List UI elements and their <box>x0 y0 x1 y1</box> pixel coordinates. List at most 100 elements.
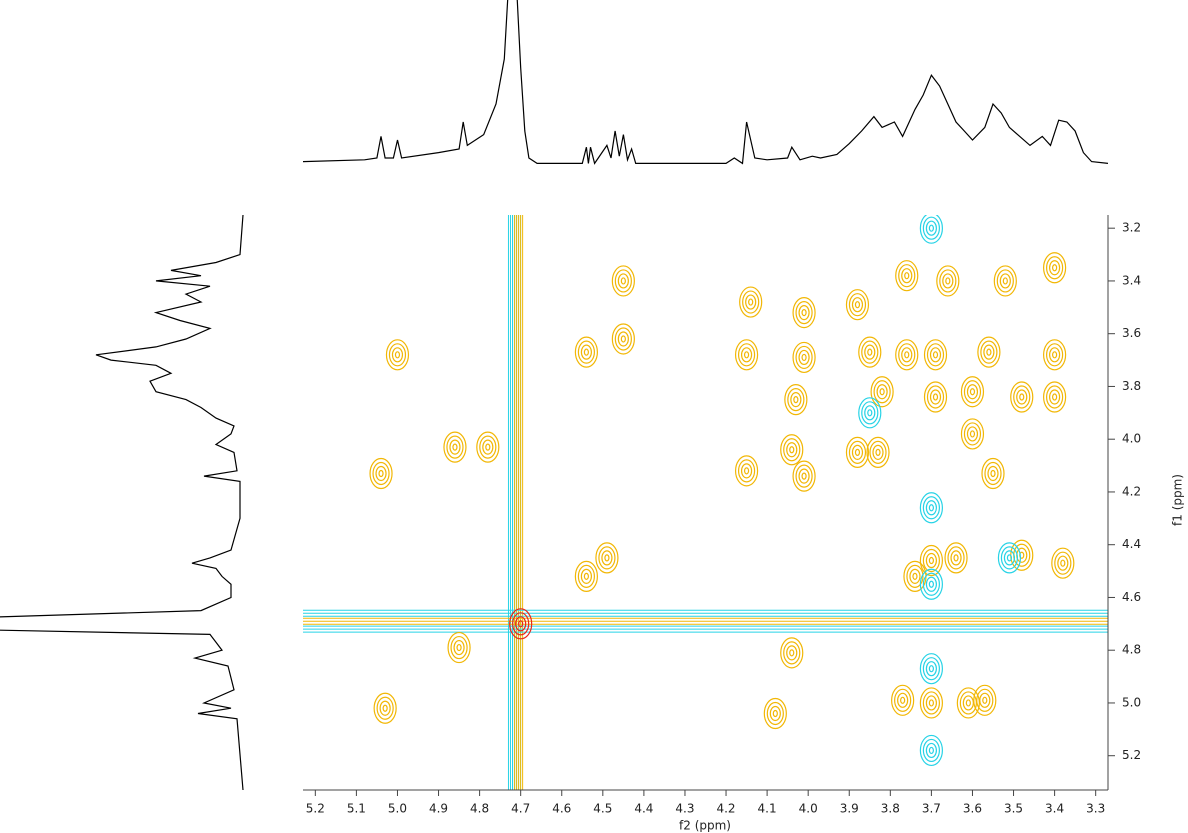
contour-peak <box>928 556 934 565</box>
contour-peak <box>1046 343 1064 367</box>
contour-peak <box>766 701 784 726</box>
x-tick-label: 5.1 <box>347 802 366 816</box>
contour-peak <box>929 389 942 405</box>
contour-peak <box>795 464 813 488</box>
contour-peak <box>845 289 870 321</box>
contour-peak <box>932 393 939 401</box>
y-tick-label: 5.2 <box>1122 748 1141 762</box>
contour-peak <box>783 438 801 462</box>
contour-peak <box>574 336 598 368</box>
contour-peak <box>942 273 954 289</box>
contour-peak <box>872 444 884 460</box>
contour-peak <box>925 661 937 677</box>
contour-peak <box>620 277 626 285</box>
contour-peak <box>1003 550 1016 566</box>
contour-peak <box>953 554 959 562</box>
contour-peak <box>973 684 997 716</box>
f2-projection <box>303 0 1108 165</box>
contour-peak <box>795 300 813 325</box>
contour-peak <box>906 564 924 588</box>
contour-peak <box>1052 264 1058 272</box>
contour-peak <box>734 339 759 371</box>
contour-peak <box>919 215 943 244</box>
contour-peak <box>861 401 879 425</box>
x-tick-label: 3.4 <box>1045 802 1064 816</box>
contour-peak <box>939 269 957 293</box>
contour-peak <box>999 273 1011 289</box>
contour-peak <box>452 443 458 451</box>
contour-peak <box>394 351 401 359</box>
contour-peak <box>950 550 962 566</box>
contour-peak <box>743 467 750 475</box>
contour-peak <box>982 696 988 704</box>
contour-peak <box>980 340 998 364</box>
contour-peak <box>925 552 937 569</box>
contour-peak <box>919 734 943 767</box>
contour-peak <box>739 286 763 318</box>
contour-peak <box>919 687 943 719</box>
contour-peak <box>1016 547 1028 563</box>
contour-peak <box>449 439 461 455</box>
contour-peak <box>848 440 867 464</box>
contour-peak <box>598 546 616 570</box>
contour-peak <box>895 260 919 292</box>
x-tick-label: 3.9 <box>840 802 859 816</box>
contour-peak <box>769 705 781 722</box>
contour-peak <box>923 339 948 371</box>
contour-peak <box>870 376 894 408</box>
contour-peak <box>864 405 876 421</box>
contour-peak <box>476 431 500 463</box>
y-tick-label: 4.8 <box>1122 643 1141 657</box>
contour-peak <box>1010 381 1034 413</box>
contour-peak <box>845 436 870 468</box>
y-tick-label: 3.4 <box>1122 273 1141 287</box>
contour-peak <box>580 344 592 360</box>
contour-peak <box>443 431 467 463</box>
contour-peak <box>748 298 754 306</box>
contour-peak <box>929 347 942 363</box>
contour-peak <box>997 542 1022 574</box>
contour-peak <box>922 216 940 240</box>
contour-peak <box>977 336 1001 368</box>
contour-peak <box>922 738 940 763</box>
contour-peak <box>895 339 919 371</box>
contour-peak <box>801 353 807 362</box>
contour-peak <box>378 469 384 478</box>
contour-peak <box>925 742 937 759</box>
contour-peak <box>801 472 807 480</box>
contour-peak <box>851 444 864 460</box>
contour-peak <box>947 546 965 570</box>
y-tick-label: 4.4 <box>1122 537 1141 551</box>
contour-peak <box>798 349 810 366</box>
contour-peak <box>919 492 943 524</box>
contour-peak <box>990 469 996 478</box>
x-tick-label: 4.2 <box>716 802 735 816</box>
x-tick-label: 4.0 <box>799 802 818 816</box>
contour-peak <box>1049 389 1061 405</box>
contour-peak <box>926 343 945 367</box>
contour-peak <box>369 457 393 490</box>
contour-peak <box>928 580 934 588</box>
contour-peak <box>1046 385 1064 409</box>
contour-peak <box>1043 381 1067 413</box>
contour-peak <box>866 436 890 468</box>
contour-peak <box>1057 555 1069 571</box>
contour-peak <box>1000 546 1019 570</box>
contour-peak <box>873 380 891 404</box>
contour-peak <box>1043 339 1067 371</box>
contour-peak <box>1049 347 1061 363</box>
contour-peak <box>1002 277 1008 285</box>
contour-peak <box>479 435 497 459</box>
contour-peak <box>858 397 882 429</box>
x-tick-label: 4.7 <box>511 802 530 816</box>
contour-peak <box>1006 554 1013 562</box>
contour-peak <box>993 265 1017 297</box>
contour-peak <box>928 504 934 512</box>
contour-peak <box>1049 260 1061 276</box>
contour-peak <box>793 396 799 404</box>
y-tick-label: 4.2 <box>1122 484 1141 498</box>
contour-peak <box>379 700 391 716</box>
contour-peak <box>923 381 948 413</box>
contour-peak <box>898 343 916 367</box>
